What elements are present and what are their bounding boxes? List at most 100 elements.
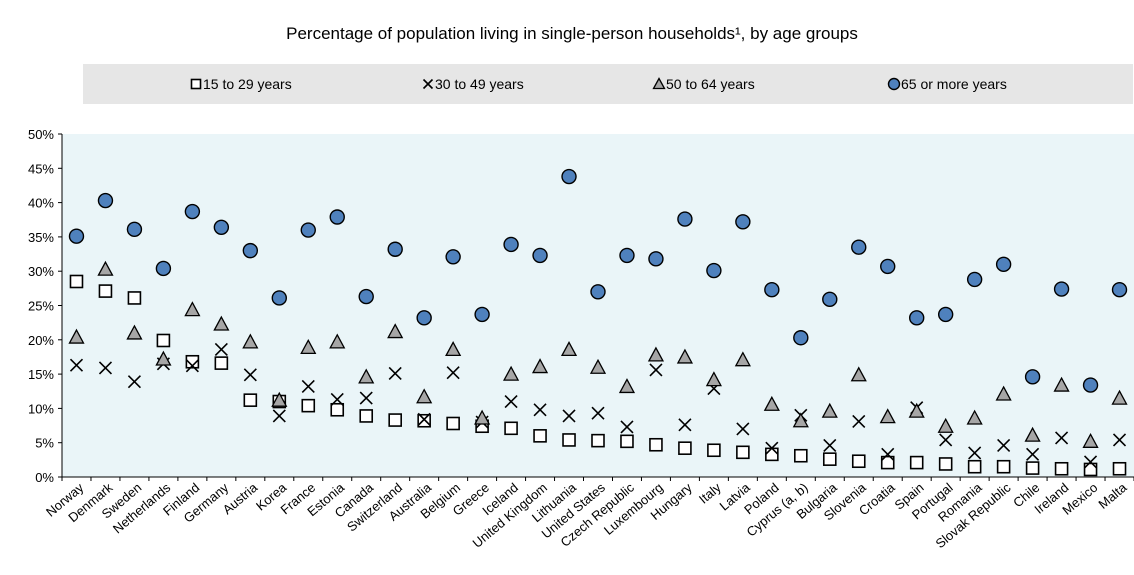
data-point <box>242 242 259 259</box>
legend-label: 15 to 29 years <box>203 76 292 92</box>
y-tick-label: 25% <box>28 299 54 314</box>
data-point <box>1111 389 1128 405</box>
data-point <box>156 333 171 348</box>
data-point <box>1111 282 1128 298</box>
legend-label: 50 to 64 years <box>666 76 755 92</box>
data-point <box>765 447 779 462</box>
data-point <box>330 392 344 407</box>
data-point <box>822 452 837 466</box>
data-point <box>1053 281 1070 297</box>
data-point <box>69 358 84 372</box>
data-point <box>445 341 462 357</box>
data-point <box>765 441 779 455</box>
data-point <box>821 402 838 418</box>
data-point <box>648 251 664 267</box>
data-point <box>301 398 316 413</box>
data-point <box>185 354 200 369</box>
legend-label: 30 to 49 years <box>435 76 524 92</box>
data-point <box>908 402 925 418</box>
data-point <box>562 409 576 423</box>
data-point <box>98 284 113 298</box>
data-point <box>1083 462 1098 477</box>
x-axis: NorwayDenmarkSwedenNetherlandsFinlandGer… <box>43 477 1134 551</box>
data-point <box>98 361 113 375</box>
data-point <box>937 306 954 323</box>
data-point <box>504 394 518 409</box>
plot-area <box>62 134 1134 477</box>
data-point <box>387 323 404 339</box>
data-point <box>359 391 373 405</box>
data-point <box>763 395 780 411</box>
data-point <box>388 413 402 427</box>
legend-marker <box>652 77 666 90</box>
data-point <box>1024 369 1041 385</box>
data-point <box>68 328 85 344</box>
data-point <box>591 406 605 420</box>
data-point <box>997 438 1011 453</box>
data-point <box>966 409 983 425</box>
data-point <box>271 290 287 306</box>
data-point <box>416 310 432 326</box>
chart-title: Percentage of population living in singl… <box>286 24 858 43</box>
data-point <box>1083 455 1098 469</box>
data-point <box>1112 433 1127 447</box>
data-point <box>909 310 925 326</box>
y-tick-label: 40% <box>28 196 54 211</box>
data-point <box>1054 461 1069 476</box>
data-point <box>359 409 374 423</box>
data-point <box>214 356 229 370</box>
data-point <box>996 459 1011 474</box>
data-point <box>909 455 924 470</box>
data-point <box>417 413 431 428</box>
data-point <box>504 421 518 436</box>
data-point <box>446 366 460 380</box>
data-point <box>185 359 199 373</box>
data-point <box>707 443 721 458</box>
data-point <box>995 256 1012 273</box>
series-x <box>69 342 1127 469</box>
y-tick-label: 5% <box>35 436 54 451</box>
data-point <box>649 437 663 452</box>
data-point <box>1026 447 1040 461</box>
data-point <box>271 391 288 407</box>
data-point <box>416 388 433 404</box>
data-point <box>852 414 866 428</box>
data-point <box>678 418 692 432</box>
legend-marker <box>887 77 901 91</box>
data-point <box>502 365 520 381</box>
data-point <box>620 434 634 449</box>
data-point <box>822 291 838 308</box>
data-point <box>533 403 547 417</box>
data-point <box>69 274 84 289</box>
data-point <box>358 288 374 305</box>
legend-marker <box>422 78 434 90</box>
data-point <box>417 412 431 426</box>
legend-label: 65 or more years <box>901 76 1007 92</box>
data-point <box>823 438 837 453</box>
data-point <box>155 260 172 277</box>
y-tick-label: 50% <box>28 127 54 142</box>
y-tick-label: 0% <box>35 470 54 485</box>
series-triangle <box>68 260 1128 448</box>
data-point <box>967 459 982 474</box>
data-point <box>995 385 1012 401</box>
data-point <box>127 291 142 305</box>
y-tick-label: 20% <box>28 333 54 348</box>
data-point <box>97 192 114 209</box>
data-point <box>736 422 750 436</box>
data-point <box>677 211 693 227</box>
data-point <box>939 433 953 447</box>
data-point <box>300 338 317 354</box>
legend-marker <box>190 78 202 90</box>
data-point <box>1053 376 1070 392</box>
data-point <box>126 221 143 238</box>
data-point <box>966 271 983 288</box>
data-point <box>589 358 607 374</box>
data-point <box>127 375 141 389</box>
data-point <box>706 262 722 279</box>
x-tick-label: Malta <box>1095 479 1130 511</box>
legend-background <box>83 64 1133 104</box>
y-tick-label: 35% <box>28 230 54 245</box>
data-point <box>734 351 751 367</box>
y-tick-label: 45% <box>28 161 54 176</box>
